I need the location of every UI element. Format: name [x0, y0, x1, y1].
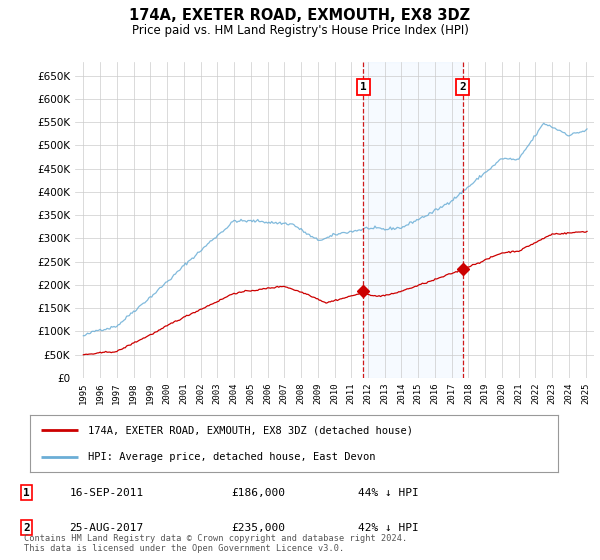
- Text: 2: 2: [459, 82, 466, 92]
- Text: 174A, EXETER ROAD, EXMOUTH, EX8 3DZ (detached house): 174A, EXETER ROAD, EXMOUTH, EX8 3DZ (det…: [88, 426, 413, 435]
- Bar: [363, 62, 463, 378]
- Text: 174A, EXETER ROAD, EXMOUTH, EX8 3DZ: 174A, EXETER ROAD, EXMOUTH, EX8 3DZ: [130, 8, 470, 24]
- Text: 42% ↓ HPI: 42% ↓ HPI: [358, 522, 418, 533]
- Text: 1: 1: [23, 488, 30, 498]
- Text: HPI: Average price, detached house, East Devon: HPI: Average price, detached house, East…: [88, 451, 376, 461]
- Text: Price paid vs. HM Land Registry's House Price Index (HPI): Price paid vs. HM Land Registry's House …: [131, 24, 469, 36]
- Text: Contains HM Land Registry data © Crown copyright and database right 2024.
This d: Contains HM Land Registry data © Crown c…: [24, 534, 407, 553]
- Text: £186,000: £186,000: [231, 488, 285, 498]
- Text: 44% ↓ HPI: 44% ↓ HPI: [358, 488, 418, 498]
- Text: 1: 1: [360, 82, 367, 92]
- Text: £235,000: £235,000: [231, 522, 285, 533]
- Text: 25-AUG-2017: 25-AUG-2017: [70, 522, 144, 533]
- Text: 16-SEP-2011: 16-SEP-2011: [70, 488, 144, 498]
- Text: 2: 2: [23, 522, 30, 533]
